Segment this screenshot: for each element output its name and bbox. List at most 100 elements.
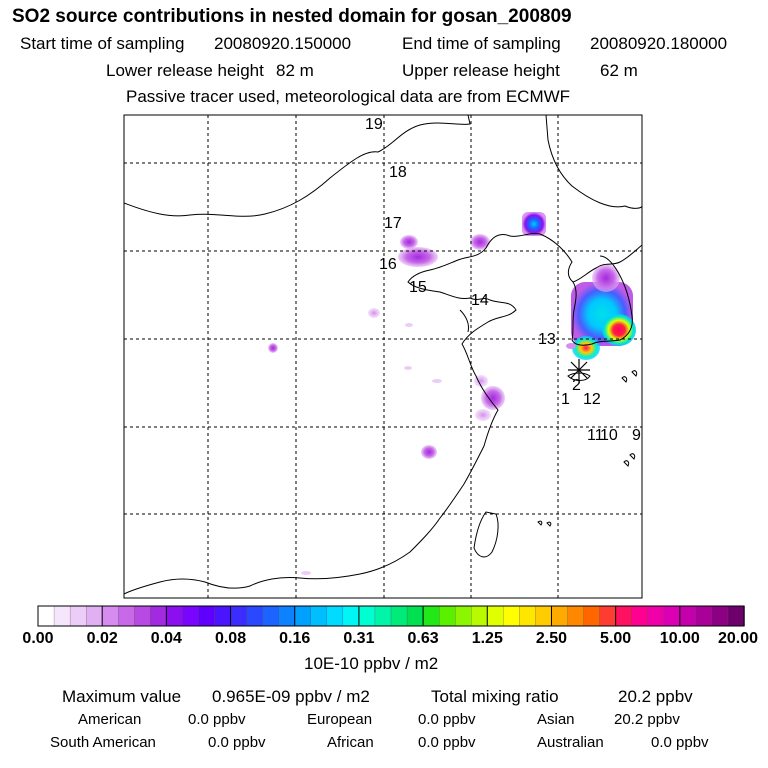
colorbar-cell <box>471 605 489 627</box>
colorbar-cell <box>647 605 665 627</box>
trajectory-label: 17 <box>384 215 402 232</box>
asian-label: Asian <box>537 711 575 728</box>
colorbar-cell <box>374 605 392 627</box>
colorbar-cell <box>711 605 729 627</box>
plume-small <box>404 366 412 370</box>
upper-release-value: 62 m <box>600 61 638 80</box>
colorbar-cell <box>455 605 472 627</box>
trajectory-label: 15 <box>409 279 427 296</box>
colorbar-cell <box>37 605 55 627</box>
plot-title: SO2 source contributions in nested domai… <box>12 6 572 27</box>
total-mixing-label: Total mixing ratio <box>431 687 559 706</box>
colorbar-cell <box>535 605 553 627</box>
colorbar-cell <box>102 605 119 627</box>
colorbar-cell <box>150 605 168 627</box>
colorbar-cell <box>198 605 216 627</box>
colorbar-cell <box>69 605 87 627</box>
colorbar-tick-label: 1.25 <box>471 630 503 647</box>
colorbar-cell <box>278 605 296 627</box>
plume-liaoning <box>470 234 490 250</box>
colorbar-cell <box>487 605 505 627</box>
australian-value: 0.0 ppbv <box>651 734 709 751</box>
tracer-note: Passive tracer used, meteorological data… <box>126 87 571 106</box>
african-label: African <box>327 734 374 751</box>
trajectory-label: 2 <box>572 377 581 394</box>
max-value-label: Maximum value <box>62 687 182 706</box>
colorbar-cell <box>262 605 280 627</box>
upper-release-label: Upper release height <box>402 61 560 80</box>
colorbar-cell <box>519 605 537 627</box>
plume-small <box>301 571 311 575</box>
max-value: 0.965E-09 ppbv / m2 <box>212 687 370 706</box>
colorbar-tick-label: 2.50 <box>535 630 568 647</box>
colorbar-tick-label: 0.16 <box>279 630 311 647</box>
start-time-value: 20080920.150000 <box>214 34 352 53</box>
colorbar-cell <box>583 605 601 627</box>
colorbar-cell <box>422 605 440 627</box>
plume-small <box>475 409 491 421</box>
trajectory-label: 12 <box>583 391 601 408</box>
colorbar-cell <box>85 605 103 627</box>
colorbar-cell <box>503 605 521 627</box>
american-value: 0.0 ppbv <box>188 711 246 728</box>
lower-release-value: 82 m <box>276 61 314 80</box>
colorbar-tick-label: 5.00 <box>600 630 632 647</box>
colorbar-cell <box>567 605 585 627</box>
south-american-value: 0.0 ppbv <box>208 734 266 751</box>
end-time-label: End time of sampling <box>402 34 561 53</box>
colorbar-cell <box>599 605 617 627</box>
plume-small <box>421 445 437 459</box>
trajectory-label: 9 <box>632 427 641 444</box>
colorbar-tick-label: 0.08 <box>214 630 247 647</box>
colorbar-cell <box>406 605 424 627</box>
island-small <box>629 453 636 460</box>
trajectory-label: 16 <box>379 256 397 273</box>
colorbar-tick-label: 0.04 <box>150 630 182 647</box>
european-label: European <box>307 711 373 728</box>
colorbar-cell <box>294 605 312 627</box>
border-mongolia <box>124 115 471 217</box>
total-mixing-value: 20.2 ppbv <box>618 687 693 706</box>
colorbar-cell <box>679 605 697 627</box>
trajectory-label: 18 <box>389 164 407 181</box>
island-taiwan <box>473 511 499 558</box>
island-small <box>631 370 638 377</box>
colorbar-cell <box>631 605 649 627</box>
plume-small <box>474 375 488 387</box>
plume-korea-southwest <box>572 336 600 360</box>
american-label: American <box>78 711 142 728</box>
coastline-china <box>124 233 642 595</box>
trajectory-label: 19 <box>365 116 383 133</box>
colorbar-tick-label: 20.00 <box>717 630 759 647</box>
plume-small <box>405 323 413 327</box>
lower-release-label: Lower release height <box>106 61 264 80</box>
african-value: 0.0 ppbv <box>418 734 476 751</box>
colorbar-cell <box>134 605 152 627</box>
colorbar-cell <box>615 605 633 627</box>
european-value: 0.0 ppbv <box>418 711 476 728</box>
plume-korea-north <box>592 264 620 292</box>
plume-small <box>268 343 278 353</box>
colorbar-cell <box>342 605 360 627</box>
colorbar-cell <box>326 605 344 627</box>
colorbar-tick-label: 0.31 <box>343 630 375 647</box>
colorbar-cell <box>166 605 184 627</box>
colorbar-cell <box>182 605 200 627</box>
plume-small <box>566 343 576 349</box>
border-northeast <box>545 115 642 209</box>
start-time-label: Start time of sampling <box>20 34 185 53</box>
plume-small <box>368 308 380 318</box>
trajectory-label: 11 <box>587 427 604 444</box>
colorbar-cell <box>695 605 713 627</box>
colorbar-cell <box>358 605 376 627</box>
colorbar-tick-label: 0.00 <box>22 630 54 647</box>
colorbar-cell <box>214 605 232 627</box>
colorbar-unit: 10E-10 ppbv / m2 <box>304 654 439 673</box>
island-small <box>623 460 630 467</box>
island-jeju <box>567 372 591 381</box>
colorbar-cell <box>230 605 248 627</box>
plume-busan <box>602 314 636 346</box>
colorbar-cell <box>551 605 569 627</box>
